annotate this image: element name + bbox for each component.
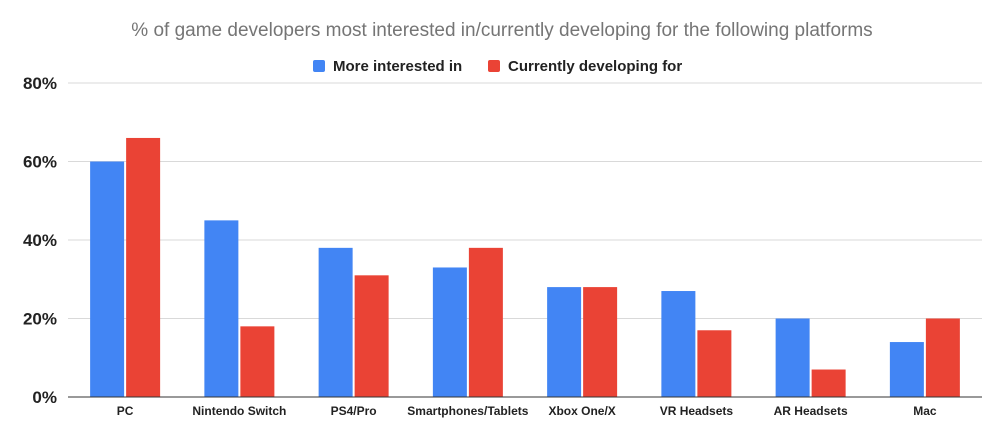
bar-currently-developing bbox=[811, 369, 846, 397]
x-tick-label: VR Headsets bbox=[660, 404, 734, 418]
bar-more-interested bbox=[547, 287, 582, 397]
y-tick-label: 40% bbox=[23, 231, 57, 250]
legend-label-currently-developing: Currently developing for bbox=[508, 58, 682, 75]
bar-more-interested bbox=[204, 220, 239, 397]
bar-currently-developing bbox=[468, 247, 503, 397]
bar-more-interested bbox=[661, 291, 696, 397]
bar-more-interested bbox=[318, 247, 353, 397]
legend: More interested in Currently developing … bbox=[313, 58, 682, 75]
x-tick-label: AR Headsets bbox=[774, 404, 848, 418]
bar-more-interested bbox=[432, 267, 467, 397]
bar-currently-developing bbox=[126, 137, 161, 397]
y-tick-label: 20% bbox=[23, 310, 57, 329]
bar-currently-developing bbox=[925, 318, 960, 397]
x-tick-label: PS4/Pro bbox=[331, 404, 377, 418]
legend-label-more-interested: More interested in bbox=[333, 58, 462, 75]
x-tick-label: Mac bbox=[913, 404, 937, 418]
x-tick-label: Smartphones/Tablets bbox=[407, 404, 528, 418]
y-axis-ticks: 0% 20% 40% 60% 80% bbox=[23, 74, 57, 407]
x-tick-label: PC bbox=[117, 404, 134, 418]
bar-more-interested bbox=[90, 161, 125, 397]
y-tick-label: 80% bbox=[23, 74, 57, 93]
y-tick-label: 0% bbox=[32, 388, 57, 407]
bars bbox=[90, 137, 960, 397]
bar-currently-developing bbox=[697, 330, 732, 397]
legend-swatch-currently-developing bbox=[488, 60, 500, 72]
x-tick-label: Nintendo Switch bbox=[192, 404, 286, 418]
legend-swatch-more-interested bbox=[313, 60, 325, 72]
bar-more-interested bbox=[889, 342, 924, 397]
chart-title: % of game developers most interested in/… bbox=[131, 20, 872, 41]
x-tick-label: Xbox One/X bbox=[548, 404, 615, 418]
bar-currently-developing bbox=[583, 287, 618, 397]
y-tick-label: 60% bbox=[23, 153, 57, 172]
x-axis-ticks: PC Nintendo Switch PS4/Pro Smartphones/Tabl… bbox=[117, 404, 937, 418]
bar-currently-developing bbox=[354, 275, 389, 397]
bar-more-interested bbox=[775, 318, 810, 397]
bar-currently-developing bbox=[240, 326, 275, 397]
